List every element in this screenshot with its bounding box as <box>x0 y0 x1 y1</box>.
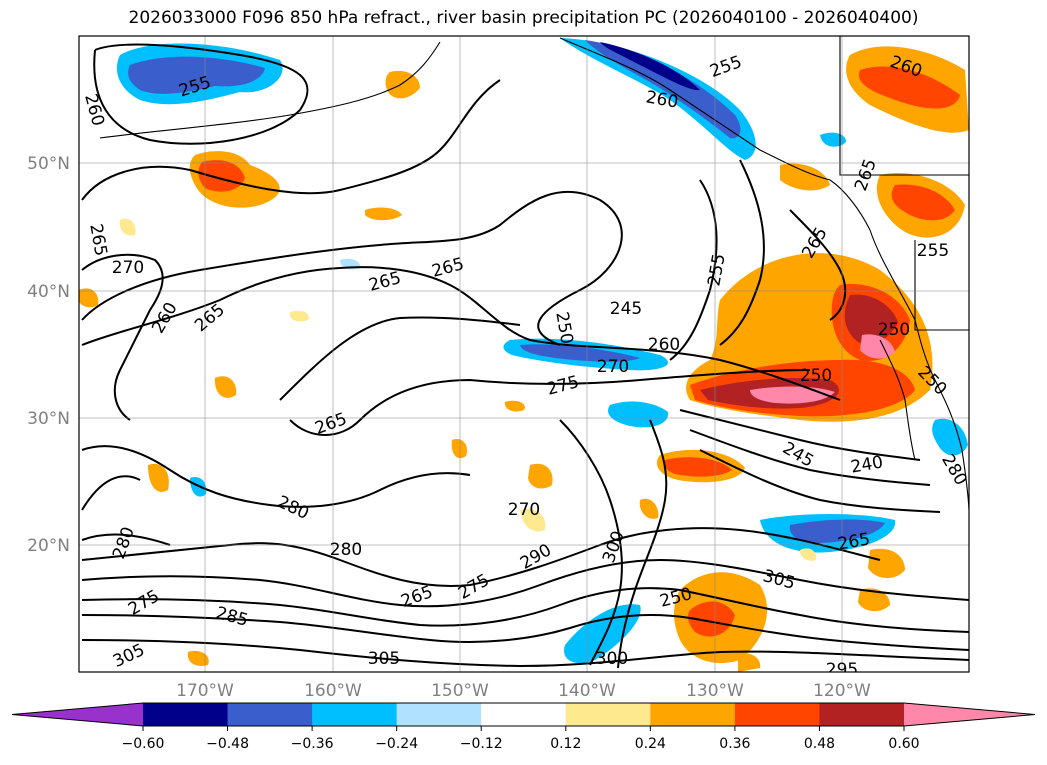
colorbar-segment <box>481 703 567 726</box>
contour-label: 270 <box>597 357 629 377</box>
colorbar-tick-label: −0.60 <box>122 736 165 752</box>
colorbar-segment <box>312 703 398 726</box>
map-title: 2026033000 F096 850 hPa refract., river … <box>128 8 919 28</box>
colorbar-extend-high <box>904 703 1035 726</box>
contour-label: 270 <box>508 500 540 520</box>
lon-label: 130°W <box>686 681 744 701</box>
lat-label: 20°N <box>27 536 70 556</box>
contour-label: 280 <box>330 540 362 560</box>
lat-label: 50°N <box>27 154 70 174</box>
lon-label: 150°W <box>431 681 489 701</box>
colorbar-tick-label: 0.48 <box>804 736 835 752</box>
latitude-labels: 50°N 40°N 30°N 20°N <box>27 154 70 556</box>
colorbar-tick-label: 0.36 <box>719 736 750 752</box>
colorbar-tick-label: 0.24 <box>635 736 666 752</box>
colorbar-tick-label: −0.48 <box>206 736 249 752</box>
colorbar: −0.60 −0.48 −0.36 −0.24 −0.12 0.12 0.24 0.36 0.4… <box>11 702 1036 752</box>
lat-label: 30°N <box>27 409 70 429</box>
lon-label: 140°W <box>558 681 616 701</box>
colorbar-segment <box>650 703 736 726</box>
colorbar-segment <box>396 703 482 726</box>
contour-label: 305 <box>368 649 400 669</box>
coastlines <box>99 36 969 511</box>
refractivity-contours <box>81 43 969 669</box>
lat-label: 40°N <box>27 282 70 302</box>
lon-label: 170°W <box>176 681 234 701</box>
colorbar-segment <box>565 703 651 726</box>
contour-label: 250 <box>878 320 910 340</box>
colorbar-segment <box>819 703 905 726</box>
colorbar-extend-low <box>12 703 143 726</box>
contour-label: 255 <box>917 241 949 261</box>
colorbar-tick-label: −0.24 <box>375 736 418 752</box>
contour-label: 245 <box>610 299 642 319</box>
colorbar-tick-label: 0.12 <box>550 736 581 752</box>
contour-label: 295 <box>826 660 858 680</box>
lon-label: 120°W <box>813 681 871 701</box>
longitude-labels: 170°W 160°W 150°W 140°W 130°W 120°W <box>176 681 871 701</box>
contour-label: 260 <box>648 335 680 355</box>
colorbar-segment <box>143 703 229 726</box>
map-frame <box>78 35 970 673</box>
contour-label: 270 <box>112 258 144 278</box>
colorbar-tick-label: −0.36 <box>291 736 334 752</box>
contour-label: 250 <box>800 366 832 386</box>
precipitation-shading <box>79 38 969 672</box>
colorbar-segment <box>227 703 313 726</box>
colorbar-tick-label: 0.60 <box>888 736 919 752</box>
colorbar-tick-label: −0.12 <box>460 736 503 752</box>
contour-label: 300 <box>596 649 628 669</box>
graticule <box>79 36 969 672</box>
lon-label: 160°W <box>304 681 362 701</box>
colorbar-segment <box>734 703 820 726</box>
